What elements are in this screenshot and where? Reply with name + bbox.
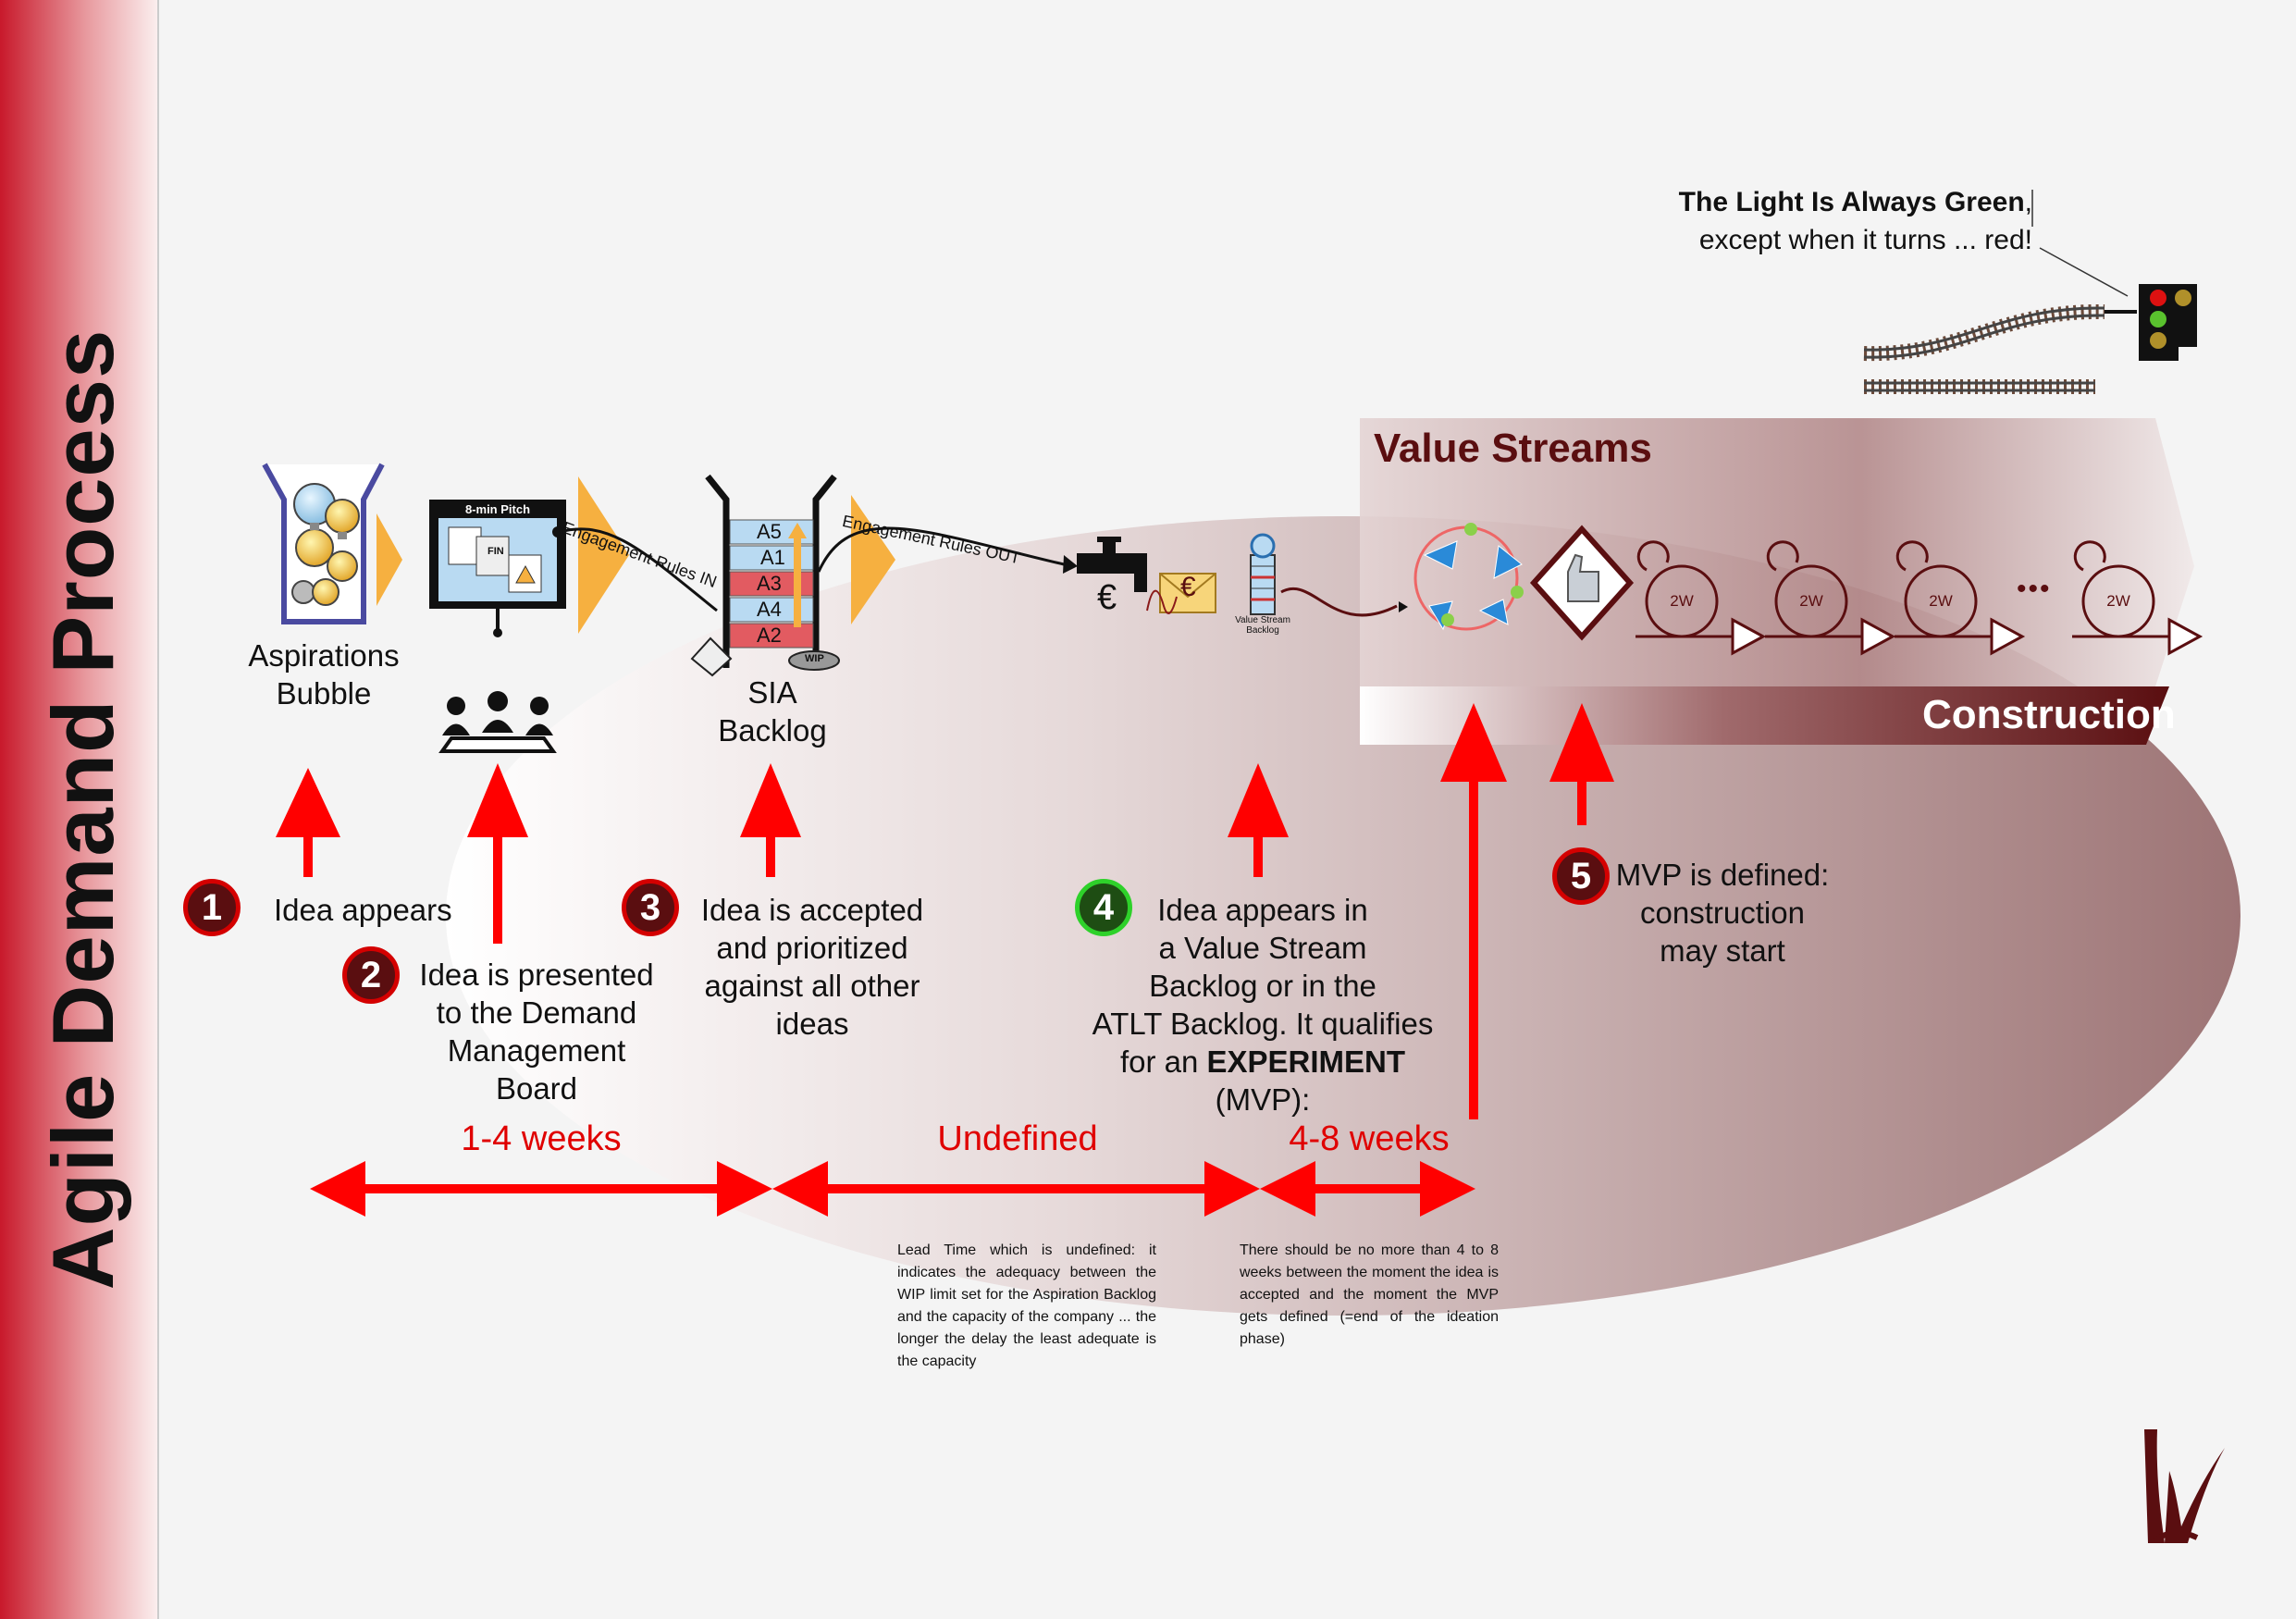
duration-arrow-1-4-weeks [310,1161,772,1217]
chevron-arrow [578,476,629,634]
step-number-2: 2 [342,946,400,1004]
step-arrow-4 [1228,763,1289,877]
sprint-arrowhead [2167,617,2203,656]
engagement-out-line [817,526,1065,573]
wip-label: WIP [805,653,824,664]
step-arrow-2 [467,763,528,944]
board-members-icon [438,691,557,753]
step-number-5: 5 [1552,847,1610,905]
sprint-arrowhead [1731,617,1767,656]
backlog-item: A1 [760,546,785,569]
step-arrow-1 [276,768,340,877]
construction-title: Construction [1922,692,2176,737]
sia-backlog-label: SIA Backlog [718,675,827,748]
aspirations-label: Aspirations Bubble [248,638,400,711]
step-4-experiment: EXPERIMENT [1206,1044,1406,1079]
sprint-label: 2W [1799,592,1823,610]
signal-line1-rest: , [2024,187,2032,217]
value-streams-title: Value Streams [1374,426,1652,471]
cycle-icon [1413,523,1524,631]
envelope-euro: € [1180,572,1196,602]
backlog-item: A4 [757,598,782,621]
step-4-text-end: (MVP): [1215,1082,1311,1117]
pitch-title: 8-min Pitch [464,502,531,516]
sia-backlog-stack-icon [690,474,840,677]
undefined-note: Lead Time which is undefined: it indicat… [897,1242,1156,1369]
engagement-in-line [559,527,718,612]
signal-line2: except when it turns ... red! [1698,225,2032,255]
lightbulb-bin-icon [262,463,385,624]
sprint-label: 2W [2106,592,2130,610]
step-arrow-3 [740,763,801,877]
sprint-loops [1636,540,2203,656]
backlog-item: A3 [757,572,782,595]
duration-1-4-weeks: 1-4 weeks [461,1119,622,1158]
sprint-arrowhead [1990,617,2026,656]
signal-caption: The Light Is Always Green, except when i… [1679,183,2032,259]
title-sidebar [0,0,157,1619]
duration-4-8-weeks: 4-8 weeks [1289,1119,1450,1158]
construction-start-arrow [1440,703,1507,1119]
sprint-label: 2W [1670,592,1694,610]
sprint-loop-icon [1766,540,1799,572]
step-4-text-main: Idea appears in a Value Stream Backlog o… [1092,893,1434,1079]
sprint-loop-icon [1895,540,1929,572]
railway-track-icon [1863,303,2137,394]
step-number-4: 4 [1075,879,1132,936]
vs-backlog-icon-label: Value Stream Backlog [1235,615,1290,636]
step-1-text: Idea appears [274,893,452,927]
traffic-signal-icon [2139,284,2197,361]
backlog-item: A5 [757,520,782,543]
chevron-arrow [851,495,895,624]
sprint-loop-icon [2073,540,2106,572]
envelope-euro-icon [1146,573,1216,614]
step-arrow-5 [1549,703,1614,825]
pitch-board-icon [429,500,566,637]
chevron-arrow [376,513,402,606]
backlog-item: A2 [757,624,782,647]
duration-undefined: Undefined [937,1119,1098,1158]
step-3-text: Idea is accepted and prioritized against… [700,893,924,1041]
euro-symbol: € [1097,578,1117,617]
sprint-ellipsis: ••• [2017,574,2052,604]
signal-line1-bold: The Light Is Always Green [1678,187,2025,217]
duration-arrow-4-8-weeks [1260,1161,1475,1217]
author-logo [2144,1429,2225,1543]
step-number-3: 3 [622,879,679,936]
sprint-loop-icon [1636,540,1670,572]
step-4-text: Idea appears in a Value Stream Backlog o… [1073,891,1452,1118]
duration-arrow-undefined [772,1161,1260,1217]
step-5-text: MVP is defined: construction may start [1615,858,1830,968]
faucet-icon [1077,537,1147,592]
pitch-fin-label: FIN [488,546,504,557]
construction-bar [1360,686,2169,745]
sprint-arrowhead [1860,617,1896,656]
sprint-label: 2W [1929,592,1953,610]
value-stream-backlog-icon [1250,533,1276,615]
step-number-1: 1 [183,879,241,936]
weeks-note: There should be no more than 4 to 8 week… [1240,1242,1499,1347]
thumbs-up-icon [1529,525,1635,641]
step-2-text: Idea is presented to the Demand Manageme… [419,958,654,1106]
